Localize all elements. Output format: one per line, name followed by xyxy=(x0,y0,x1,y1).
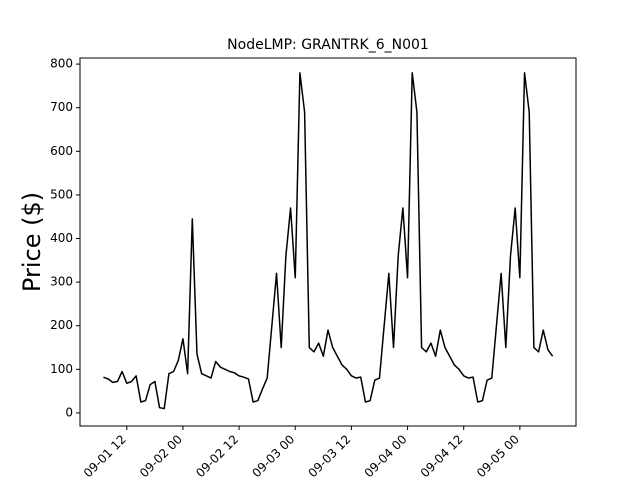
y-axis-label: Price ($) xyxy=(18,192,46,292)
y-tick-label: 200 xyxy=(50,318,73,332)
chart-title: NodeLMP: GRANTRK_6_N001 xyxy=(227,37,429,53)
y-tick-label: 300 xyxy=(50,275,73,289)
y-tick-label: 500 xyxy=(50,187,73,201)
y-tick-label: 0 xyxy=(65,405,73,419)
y-tick-label: 600 xyxy=(50,144,73,158)
y-tick-label: 700 xyxy=(50,100,73,114)
price-line xyxy=(103,72,554,410)
y-tick-label: 400 xyxy=(50,231,73,245)
y-tick-label: 800 xyxy=(50,57,73,71)
y-tick-label: 100 xyxy=(50,362,73,376)
plot-frame xyxy=(79,57,577,427)
